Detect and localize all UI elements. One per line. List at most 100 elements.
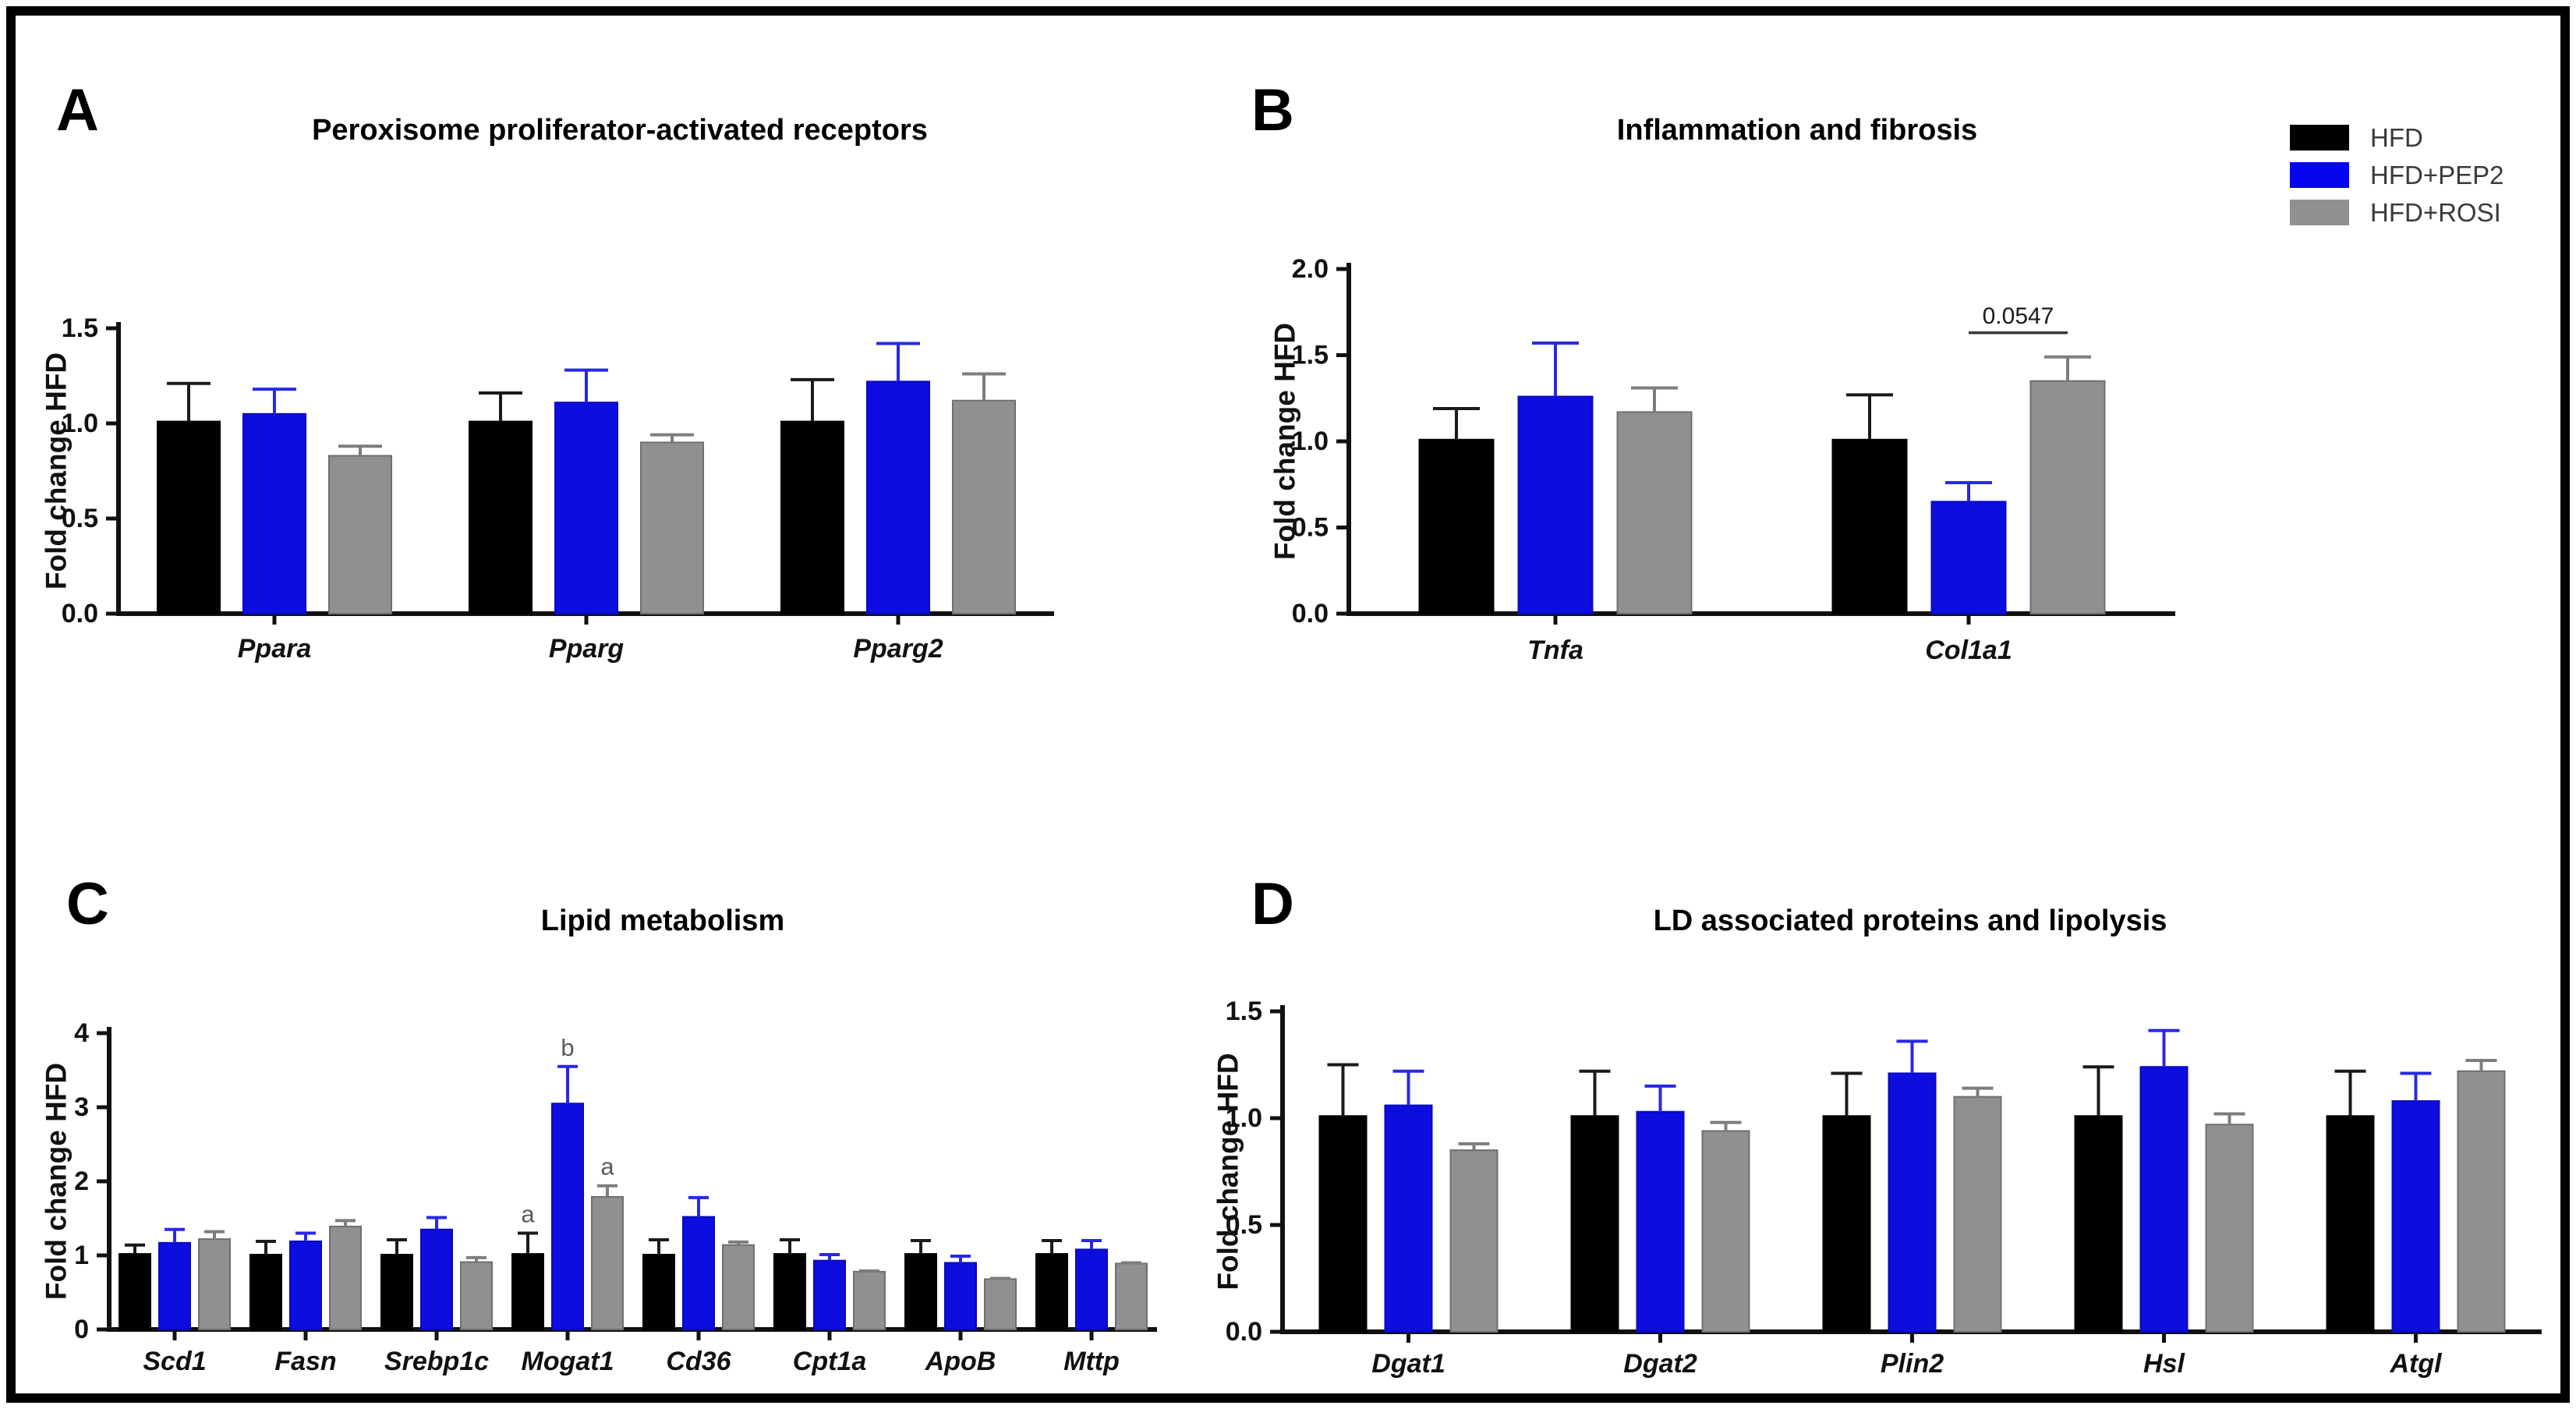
y-tick-label: 1 — [74, 1241, 89, 1270]
x-category-label: Hsl — [2143, 1349, 2185, 1379]
y-tick-label: 0.5 — [1226, 1210, 1262, 1240]
y-tick-label: 1.0 — [62, 409, 98, 438]
bar-HFD+ROSI-Cd36 — [722, 1244, 755, 1331]
bar-HFD+ROSI-Scd1 — [198, 1238, 231, 1331]
legend-swatch-hfd-pep2 — [2290, 162, 2349, 188]
bar-HFD+ROSI-Plin2 — [1953, 1096, 2002, 1333]
bar-HFD+ROSI-ApoB — [984, 1278, 1017, 1330]
x-category-label: Scd1 — [143, 1347, 206, 1376]
bar-HFD-Tnfa — [1418, 438, 1495, 615]
x-category-label: Tnfa — [1527, 635, 1583, 665]
bar-HFD+ROSI-Mttp — [1115, 1262, 1148, 1331]
bar-HFD+PEP2-Ppara — [242, 412, 306, 615]
bar-HFD+ROSI-Col1a1 — [2029, 380, 2106, 614]
y-tick-label: 1.0 — [1292, 427, 1329, 456]
x-category-label: Srebp1c — [384, 1347, 489, 1376]
bar-HFD+ROSI-Mogat1 — [591, 1195, 624, 1331]
x-category-label: Ppara — [238, 634, 312, 664]
legend-label-hfd-pep2: HFD+PEP2 — [2370, 161, 2504, 189]
panel-b-letter: B — [1251, 77, 1294, 143]
x-category-label: ApoB — [925, 1347, 996, 1376]
y-tick-label: 1.0 — [1226, 1103, 1262, 1133]
y-tick-label: 0.0 — [1226, 1317, 1262, 1347]
y-tick-label: 1.5 — [1226, 997, 1262, 1026]
panel-a-letter: A — [56, 77, 99, 143]
panel-c-letter: C — [66, 871, 109, 937]
bar-HFD-Atgl — [2326, 1115, 2375, 1333]
bar-HFD+PEP2-Tnfa — [1517, 395, 1594, 614]
bar-HFD-Cpt1a — [773, 1253, 806, 1331]
bar-HFD+PEP2-Scd1 — [158, 1241, 191, 1331]
y-axis-label: Fold change HFD — [1269, 323, 1301, 560]
bar-HFD-Scd1 — [119, 1253, 151, 1331]
bar-HFD-Fasn — [249, 1254, 282, 1330]
bar-HFD+ROSI-Fasn — [329, 1225, 362, 1331]
bar-HFD-Mogat1 — [511, 1253, 544, 1331]
panel-a-chart: 0.0 0.5 1.0 1.5 Fold change HFD Ppara Pparg Ppa… — [41, 313, 1054, 664]
bar-HFD+PEP2-Col1a1 — [1930, 501, 2007, 614]
legend-swatch-hfd-rosi — [2290, 200, 2349, 225]
bar-HFD-Dgat1 — [1318, 1115, 1368, 1333]
bar-HFD+ROSI-Srebp1c — [460, 1261, 493, 1330]
y-tick-label: 0 — [74, 1315, 89, 1344]
bar-HFD+PEP2-Pparg2 — [866, 381, 930, 614]
x-category-label: Cd36 — [666, 1347, 731, 1376]
bar-HFD+PEP2-Cd36 — [682, 1216, 715, 1330]
bar-HFD+ROSI-Ppara — [328, 455, 392, 615]
bar-HFD-Pparg2 — [780, 420, 844, 614]
bar-HFD+PEP2-Hsl — [2139, 1066, 2189, 1333]
panel-a-title: Peroxisome proliferator-activated recept… — [312, 114, 928, 147]
x-category-label: Dgat2 — [1623, 1349, 1697, 1379]
y-tick-label: 0.5 — [62, 504, 98, 533]
bar-HFD-Hsl — [2074, 1115, 2123, 1333]
legend-item-hfd-rosi: HFD+ROSI — [2290, 200, 2503, 225]
bar-HFD+PEP2-Plin2 — [1888, 1072, 1937, 1333]
x-category-label: Mttp — [1063, 1347, 1120, 1376]
y-tick-label: 1.5 — [1292, 341, 1329, 370]
legend-swatch-hfd — [2290, 125, 2349, 150]
legend: HFD HFD+PEP2 HFD+ROSI — [2290, 125, 2503, 237]
y-tick-label: 2.0 — [1292, 254, 1329, 284]
bar-HFD+PEP2-Mttp — [1075, 1248, 1108, 1330]
y-tick-label: 0.0 — [62, 599, 98, 628]
bar-HFD+ROSI-Pparg — [640, 441, 704, 614]
bar-HFD+PEP2-ApoB — [944, 1262, 977, 1330]
panel-b-title: Inflammation and fibrosis — [1616, 114, 1978, 147]
bar-HFD+ROSI-Dgat1 — [1449, 1149, 1499, 1333]
x-category-label: Atgl — [2389, 1349, 2443, 1379]
bar-HFD+ROSI-Atgl — [2457, 1070, 2506, 1333]
x-category-label: Plin2 — [1881, 1349, 1944, 1379]
x-category-label: Dgat1 — [1371, 1349, 1445, 1379]
legend-label-hfd: HFD — [2370, 123, 2423, 152]
bar-HFD+ROSI-Pparg2 — [952, 399, 1016, 614]
bar-HFD-Cd36 — [642, 1254, 675, 1330]
y-tick-label: 1.5 — [62, 313, 98, 343]
bar-HFD-ApoB — [904, 1253, 937, 1331]
significance-letter: a — [521, 1201, 535, 1228]
significance-letter: a — [600, 1153, 614, 1181]
x-category-label: Col1a1 — [1925, 635, 2012, 665]
bar-HFD-Ppara — [157, 420, 221, 614]
p-value-label: 0.0547 — [1983, 303, 2054, 329]
y-tick-label: 0.5 — [1292, 513, 1329, 543]
bar-HFD+PEP2-Dgat2 — [1636, 1110, 1685, 1333]
y-tick-label: 2 — [74, 1166, 89, 1196]
legend-item-hfd: HFD — [2290, 125, 2503, 150]
panel-d-letter: D — [1251, 871, 1294, 937]
x-category-label: Fasn — [274, 1347, 336, 1376]
bar-HFD+PEP2-Mogat1 — [551, 1103, 584, 1330]
bar-HFD+PEP2-Pparg — [554, 402, 618, 614]
bar-HFD+ROSI-Cpt1a — [853, 1270, 886, 1330]
y-axis-label: Fold change HFD — [1212, 1053, 1244, 1290]
y-axis-label: Fold change HFD — [41, 1063, 73, 1300]
bar-HFD+ROSI-Hsl — [2205, 1124, 2254, 1333]
panel-d-title: LD associated proteins and lipolysis — [1653, 905, 2167, 937]
x-category-label: Pparg — [549, 634, 625, 664]
bar-HFD+PEP2-Atgl — [2391, 1100, 2440, 1333]
x-category-label: Pparg2 — [853, 634, 943, 664]
bar-HFD-Plin2 — [1822, 1115, 1871, 1333]
y-tick-label: 4 — [74, 1018, 89, 1048]
significance-letter: b — [561, 1034, 574, 1061]
